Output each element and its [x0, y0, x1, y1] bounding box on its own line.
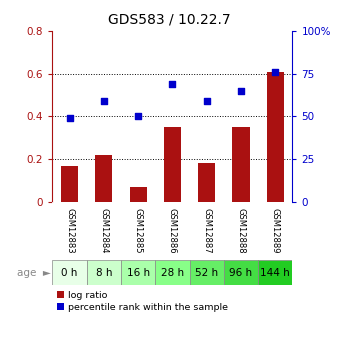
Text: GSM12883: GSM12883 — [65, 208, 74, 254]
Bar — [224, 260, 258, 285]
Bar — [198, 164, 215, 202]
Bar — [61, 166, 78, 202]
Text: 28 h: 28 h — [161, 268, 184, 277]
Text: 96 h: 96 h — [230, 268, 252, 277]
Bar — [95, 155, 113, 202]
Text: GSM12888: GSM12888 — [237, 208, 245, 254]
Legend: log ratio, percentile rank within the sample: log ratio, percentile rank within the sa… — [57, 291, 228, 312]
Text: GDS583 / 10.22.7: GDS583 / 10.22.7 — [108, 12, 230, 26]
Text: 144 h: 144 h — [260, 268, 290, 277]
Point — [170, 81, 175, 87]
Text: GSM12889: GSM12889 — [271, 208, 280, 254]
Bar — [121, 260, 155, 285]
Bar — [52, 260, 87, 285]
Point — [67, 115, 72, 121]
Point — [204, 98, 209, 104]
Bar — [164, 127, 181, 202]
Text: 52 h: 52 h — [195, 268, 218, 277]
Bar — [258, 260, 292, 285]
Bar — [190, 260, 224, 285]
Text: 8 h: 8 h — [96, 268, 112, 277]
Text: GSM12886: GSM12886 — [168, 208, 177, 254]
Text: 0 h: 0 h — [61, 268, 78, 277]
Bar — [233, 127, 249, 202]
Point — [101, 98, 106, 104]
Point — [136, 114, 141, 119]
Bar — [87, 260, 121, 285]
Text: age  ►: age ► — [17, 268, 51, 277]
Text: GSM12885: GSM12885 — [134, 208, 143, 254]
Point — [272, 69, 278, 75]
Text: GSM12887: GSM12887 — [202, 208, 211, 254]
Text: 16 h: 16 h — [126, 268, 150, 277]
Point — [238, 88, 244, 93]
Bar — [129, 187, 147, 202]
Text: GSM12884: GSM12884 — [99, 208, 108, 254]
Bar — [155, 260, 190, 285]
Bar — [267, 72, 284, 202]
